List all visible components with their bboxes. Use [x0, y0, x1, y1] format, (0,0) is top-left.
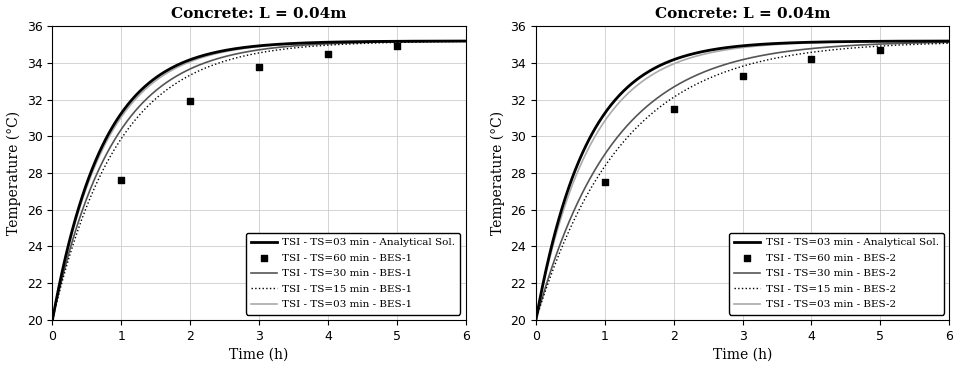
TSI - TS=15 min - BES-1: [271, 48, 282, 52]
Line: TSI - TS=03 min - Analytical Sol.: TSI - TS=03 min - Analytical Sol.: [53, 41, 466, 320]
TSI - TS=30 min - BES-1: [385, 40, 396, 44]
TSI - TS=03 min - BES-2: [530, 318, 541, 322]
TSI - TS=15 min - BES-2: [869, 44, 880, 49]
TSI - TS=30 min - BES-2: [933, 40, 945, 45]
TSI - TS=03 min - Analytical Sol.: [246, 44, 257, 49]
TSI - TS=03 min - BES-2: [776, 42, 787, 46]
Line: TSI - TS=03 min - Analytical Sol.: TSI - TS=03 min - Analytical Sol.: [536, 41, 949, 320]
Title: Concrete: L = 0.04m: Concrete: L = 0.04m: [171, 7, 347, 21]
TSI - TS=15 min - BES-1: [243, 53, 254, 57]
X-axis label: Time (h): Time (h): [713, 348, 772, 362]
TSI - TS=15 min - BES-2: [530, 318, 541, 322]
TSI - TS=03 min - Analytical Sol.: [293, 41, 304, 45]
TSI - TS=03 min - Analytical Sol.: [933, 39, 945, 43]
TSI - TS=03 min - Analytical Sol.: [385, 39, 396, 44]
TSI - TS=30 min - BES-1: [271, 45, 282, 50]
TSI - TS=03 min - Analytical Sol.: [729, 44, 740, 49]
TSI - TS=30 min - BES-2: [729, 59, 740, 64]
Line: TSI - TS=15 min - BES-1: TSI - TS=15 min - BES-1: [53, 41, 466, 320]
Legend: TSI - TS=03 min - Analytical Sol., TSI - TS=60 min - BES-1, TSI - TS=30 min - BE: TSI - TS=03 min - Analytical Sol., TSI -…: [246, 233, 461, 314]
TSI - TS=03 min - Analytical Sol.: [727, 45, 738, 49]
Title: Concrete: L = 0.04m: Concrete: L = 0.04m: [655, 7, 830, 21]
TSI - TS=03 min - BES-1: [460, 39, 471, 43]
TSI - TS=03 min - Analytical Sol.: [450, 39, 462, 43]
TSI - TS=03 min - Analytical Sol.: [944, 39, 955, 43]
TSI - TS=30 min - BES-2: [776, 50, 787, 54]
Line: TSI - TS=15 min - BES-2: TSI - TS=15 min - BES-2: [536, 43, 949, 320]
TSI - TS=03 min - BES-2: [869, 39, 880, 44]
TSI - TS=03 min - BES-2: [944, 39, 955, 43]
TSI - TS=30 min - BES-1: [450, 39, 462, 44]
Y-axis label: Temperature (°C): Temperature (°C): [7, 111, 21, 235]
Y-axis label: Temperature (°C): Temperature (°C): [491, 111, 505, 235]
TSI - TS=60 min - BES-1: [113, 177, 129, 183]
TSI - TS=15 min - BES-2: [933, 41, 945, 46]
TSI - TS=15 min - BES-1: [450, 39, 462, 44]
Line: TSI - TS=30 min - BES-2: TSI - TS=30 min - BES-2: [536, 42, 949, 320]
TSI - TS=03 min - Analytical Sol.: [243, 45, 254, 49]
TSI - TS=60 min - BES-1: [389, 44, 404, 49]
Legend: TSI - TS=03 min - Analytical Sol., TSI - TS=60 min - BES-2, TSI - TS=30 min - BE: TSI - TS=03 min - Analytical Sol., TSI -…: [730, 233, 944, 314]
TSI - TS=03 min - BES-1: [47, 318, 59, 322]
TSI - TS=30 min - BES-1: [47, 318, 59, 322]
TSI - TS=60 min - BES-2: [804, 56, 819, 62]
TSI - TS=30 min - BES-2: [754, 54, 765, 58]
TSI - TS=15 min - BES-1: [385, 40, 396, 45]
TSI - TS=30 min - BES-2: [869, 42, 880, 46]
TSI - TS=30 min - BES-1: [293, 43, 304, 48]
TSI - TS=15 min - BES-2: [727, 67, 738, 72]
TSI - TS=60 min - BES-1: [252, 64, 267, 70]
X-axis label: Time (h): Time (h): [229, 348, 289, 362]
TSI - TS=60 min - BES-2: [597, 179, 612, 185]
TSI - TS=03 min - BES-1: [450, 39, 462, 43]
Line: TSI - TS=30 min - BES-1: TSI - TS=30 min - BES-1: [53, 41, 466, 320]
TSI - TS=03 min - BES-2: [754, 44, 765, 48]
TSI - TS=30 min - BES-2: [530, 318, 541, 322]
TSI - TS=60 min - BES-2: [666, 106, 682, 112]
TSI - TS=03 min - Analytical Sol.: [460, 39, 471, 43]
TSI - TS=15 min - BES-2: [776, 55, 787, 59]
TSI - TS=15 min - BES-2: [754, 59, 765, 64]
TSI - TS=30 min - BES-1: [460, 39, 471, 44]
TSI - TS=15 min - BES-1: [246, 52, 257, 56]
TSI - TS=60 min - BES-2: [734, 73, 750, 79]
TSI - TS=30 min - BES-2: [727, 60, 738, 65]
TSI - TS=30 min - BES-1: [243, 49, 254, 54]
TSI - TS=03 min - Analytical Sol.: [530, 318, 541, 322]
TSI - TS=03 min - BES-1: [246, 45, 257, 50]
TSI - TS=03 min - BES-2: [727, 46, 738, 51]
TSI - TS=03 min - BES-1: [293, 41, 304, 46]
TSI - TS=03 min - Analytical Sol.: [47, 318, 59, 322]
Line: TSI - TS=03 min - BES-2: TSI - TS=03 min - BES-2: [536, 41, 949, 320]
TSI - TS=60 min - BES-1: [182, 99, 198, 104]
TSI - TS=03 min - BES-2: [729, 46, 740, 51]
TSI - TS=60 min - BES-1: [321, 51, 336, 57]
TSI - TS=15 min - BES-2: [729, 66, 740, 71]
TSI - TS=15 min - BES-1: [460, 39, 471, 44]
TSI - TS=03 min - Analytical Sol.: [776, 41, 787, 45]
TSI - TS=03 min - BES-1: [271, 43, 282, 47]
Line: TSI - TS=03 min - BES-1: TSI - TS=03 min - BES-1: [53, 41, 466, 320]
TSI - TS=03 min - BES-1: [243, 46, 254, 50]
TSI - TS=15 min - BES-1: [47, 318, 59, 322]
TSI - TS=15 min - BES-1: [293, 45, 304, 50]
TSI - TS=03 min - Analytical Sol.: [271, 42, 282, 46]
TSI - TS=60 min - BES-2: [873, 47, 888, 53]
TSI - TS=15 min - BES-2: [944, 41, 955, 45]
TSI - TS=03 min - BES-2: [933, 39, 945, 43]
TSI - TS=03 min - BES-1: [385, 39, 396, 44]
TSI - TS=03 min - Analytical Sol.: [754, 42, 765, 46]
TSI - TS=30 min - BES-1: [246, 49, 257, 53]
TSI - TS=30 min - BES-2: [944, 40, 955, 44]
TSI - TS=03 min - Analytical Sol.: [869, 39, 880, 44]
